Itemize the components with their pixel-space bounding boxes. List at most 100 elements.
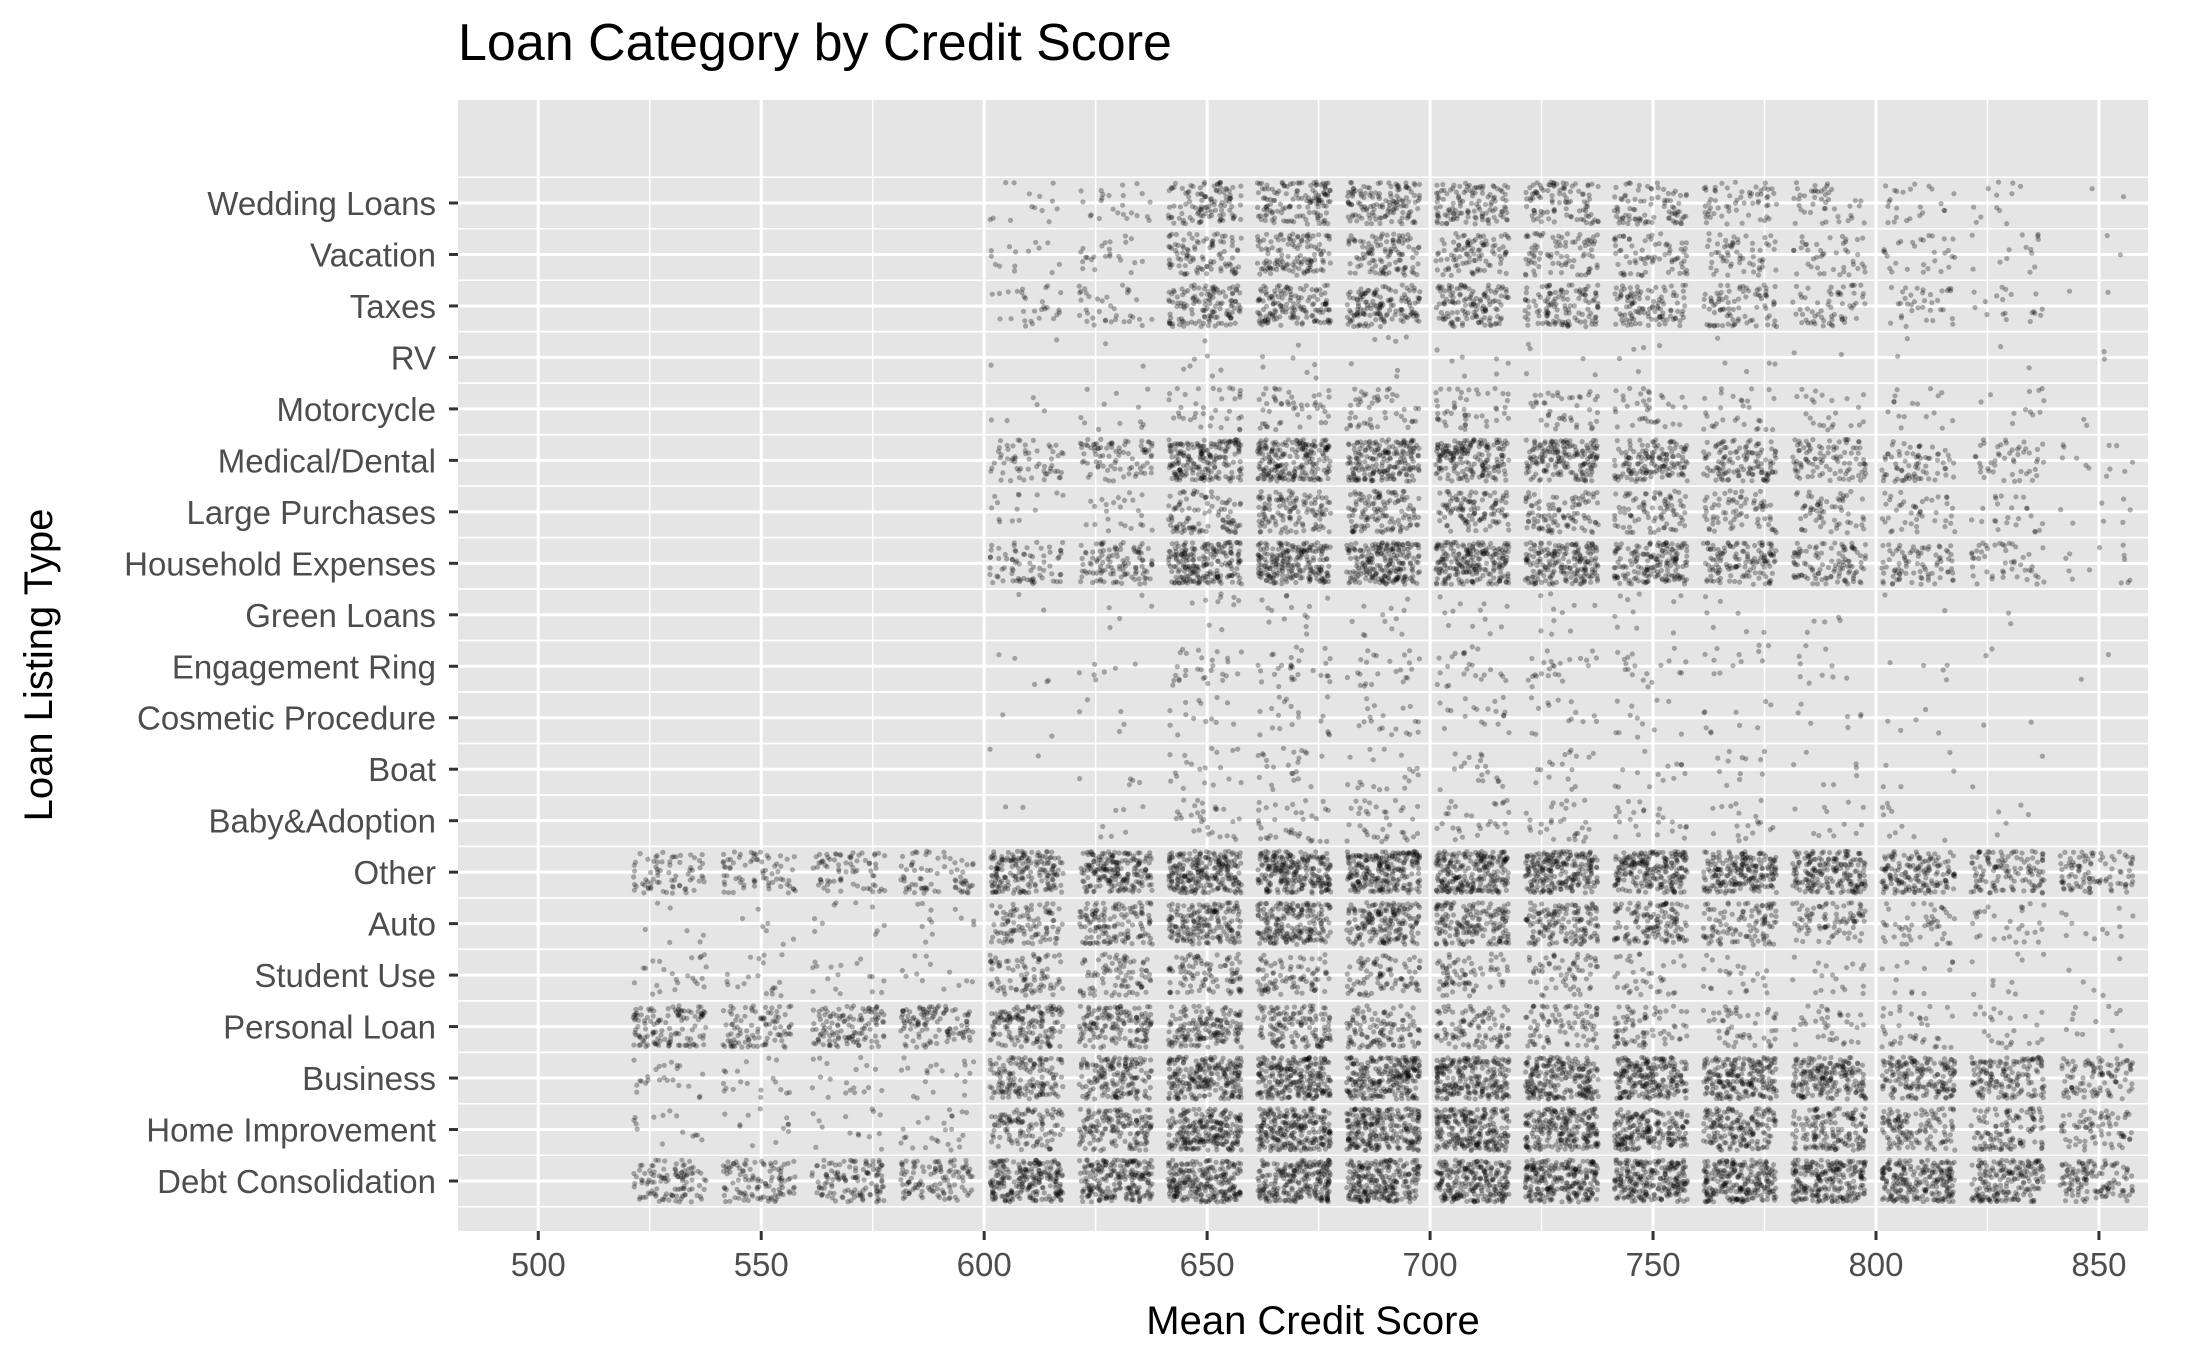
data-point — [1129, 1120, 1135, 1126]
data-point — [647, 1167, 653, 1174]
data-point — [1949, 1161, 1955, 1167]
data-point — [1749, 1157, 1755, 1163]
data-point — [1059, 1172, 1065, 1178]
data-point — [1485, 1122, 1491, 1128]
data-point — [2040, 1174, 2046, 1180]
data-point — [919, 1188, 925, 1194]
data-point — [1678, 1161, 1684, 1167]
data-point — [1925, 1184, 1932, 1190]
data-point — [1263, 1178, 1269, 1184]
data-point — [648, 1171, 654, 1177]
data-point — [1593, 1113, 1600, 1120]
data-point — [1402, 1120, 1408, 1126]
data-point — [1703, 1169, 1709, 1175]
data-point — [1289, 1187, 1295, 1193]
data-point — [1406, 1171, 1412, 1177]
data-point — [2070, 1169, 2076, 1175]
data-point — [1264, 1133, 1270, 1139]
data-point — [792, 1174, 798, 1180]
data-point — [922, 1145, 929, 1151]
data-point — [1832, 1197, 1838, 1203]
data-point — [1503, 1175, 1509, 1181]
data-point — [936, 1194, 943, 1200]
data-point — [1036, 1177, 1042, 1183]
data-point — [1014, 1118, 1021, 1124]
data-point — [763, 1183, 769, 1189]
data-point — [1362, 1120, 1369, 1126]
data-point — [1454, 1139, 1460, 1145]
data-point — [960, 1165, 967, 1172]
data-point — [745, 1112, 751, 1118]
data-point — [1199, 1192, 1205, 1198]
data-point — [1232, 1196, 1238, 1202]
data-point — [1992, 1196, 1998, 1202]
data-point — [681, 1183, 687, 1189]
data-point — [1745, 1187, 1751, 1193]
data-point — [1205, 1147, 1211, 1153]
data-point — [1132, 1145, 1138, 1151]
data-point — [1572, 1180, 1578, 1187]
data-point — [1255, 1175, 1261, 1181]
data-point — [634, 1126, 640, 1132]
data-point — [777, 1172, 784, 1178]
data-point — [821, 1185, 827, 1191]
data-point — [1105, 1117, 1111, 1123]
data-point — [837, 1175, 843, 1181]
data-point — [1348, 1143, 1354, 1150]
data-point — [823, 1172, 829, 1178]
data-point — [768, 1196, 775, 1202]
data-point — [632, 1180, 638, 1186]
data-point — [946, 1196, 952, 1202]
data-point — [1648, 1167, 1654, 1173]
data-point — [1283, 1134, 1289, 1140]
data-point — [1263, 1196, 1269, 1202]
data-point — [832, 1170, 838, 1176]
data-point — [816, 1185, 822, 1191]
data-point — [2022, 1189, 2028, 1195]
data-point — [1207, 1166, 1213, 1172]
data-point — [670, 1193, 676, 1199]
data-point — [2126, 1192, 2133, 1198]
data-point — [1301, 1158, 1307, 1164]
data-point — [1320, 1142, 1326, 1148]
data-point — [1319, 1195, 1325, 1201]
data-point — [988, 1164, 994, 1170]
data-point — [828, 1168, 835, 1174]
data-point — [1360, 1138, 1366, 1144]
data-point — [1205, 1175, 1211, 1182]
data-point — [1635, 1174, 1641, 1180]
data-point — [1211, 1194, 1217, 1200]
data-point — [1084, 1157, 1090, 1163]
data-point — [1034, 1139, 1041, 1145]
data-point — [900, 1166, 906, 1172]
data-point — [2073, 1198, 2079, 1205]
data-point — [645, 1179, 651, 1185]
data-point — [1568, 1166, 1574, 1172]
data-point — [1364, 1182, 1370, 1188]
data-point — [1197, 1167, 1203, 1173]
data-point — [1016, 1181, 1023, 1187]
data-point — [824, 1174, 830, 1180]
data-point — [1641, 1163, 1647, 1169]
data-point — [2030, 1183, 2036, 1189]
data-point — [1009, 1190, 1015, 1196]
data-point — [821, 1164, 827, 1170]
data-point — [1271, 1185, 1277, 1191]
data-point — [720, 1163, 727, 1169]
data-point — [1049, 1137, 1055, 1143]
data-point — [1395, 1145, 1401, 1151]
data-point — [1257, 1106, 1263, 1112]
data-point — [1028, 1122, 1034, 1128]
data-point — [1288, 1124, 1294, 1131]
data-point — [1382, 1179, 1388, 1185]
data-point — [1808, 1165, 1814, 1171]
data-point — [1326, 1143, 1332, 1149]
data-point — [1344, 1110, 1350, 1116]
data-point — [2110, 1185, 2116, 1191]
data-point — [1678, 1183, 1685, 1189]
data-point — [1493, 1160, 1499, 1166]
data-point — [847, 1130, 853, 1136]
data-point — [850, 1190, 857, 1196]
data-point — [1228, 1182, 1234, 1188]
data-point — [1558, 1137, 1564, 1143]
